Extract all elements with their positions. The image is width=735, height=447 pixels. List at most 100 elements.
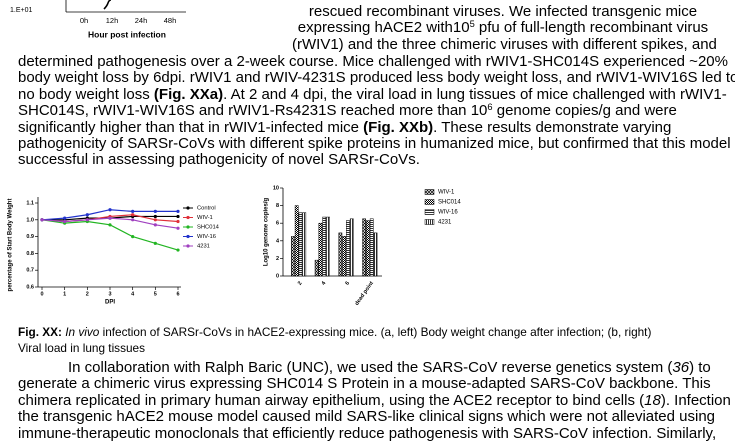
- text-run: 36: [672, 359, 690, 376]
- bar: [314, 259, 319, 277]
- data-point: [85, 213, 89, 217]
- text-run: expressing hACE2 with10: [297, 19, 470, 37]
- data-point: [131, 218, 135, 222]
- y-tick-label: 0.9: [26, 234, 34, 240]
- text-run: genome copies/g and were: [492, 102, 677, 120]
- data-point: [131, 235, 135, 239]
- legend-marker: [186, 206, 190, 210]
- text-run: ) to: [689, 359, 711, 376]
- legend-marker: [186, 234, 190, 239]
- bar: [298, 212, 303, 277]
- x-tick-label: 4: [321, 280, 328, 287]
- data-point: [131, 213, 135, 217]
- text-line: SHC014S, rWIV1-WIV16S and rWIV1-Rs4231S …: [18, 102, 735, 120]
- x-axis-label: DPI: [105, 300, 115, 306]
- legend-label: 4231: [197, 244, 210, 250]
- text-run: determined pathogenesis over a 2-week co…: [18, 53, 728, 70]
- y-axis-label: Log10 genome copies/g: [264, 197, 270, 266]
- text-run: ). Infection of: [660, 391, 735, 409]
- y-tick-label: 0: [276, 273, 279, 279]
- data-point: [176, 214, 180, 219]
- text-run: successful in assessing pathogenicity of…: [18, 151, 420, 169]
- x-tick-label: 4: [131, 291, 135, 297]
- text-line: (rWIV1) and the three chimeric viruses w…: [292, 35, 717, 53]
- bar: [302, 212, 307, 277]
- data-point: [40, 218, 44, 222]
- text-line: determined pathogenesis over a 2-week co…: [18, 54, 735, 69]
- x-tick-label: 2: [86, 291, 89, 297]
- text-run: (Fig. XXb): [363, 118, 434, 136]
- text-run: pfu of full-length recombinant virus: [474, 19, 709, 37]
- bar: [294, 205, 299, 277]
- data-point: [108, 216, 112, 220]
- bar: [342, 236, 347, 277]
- y-tick-label: 0.6: [26, 284, 34, 290]
- text-line: significantly higher than that in rWIV1-…: [18, 120, 735, 135]
- x-tick-label: 6: [176, 291, 179, 297]
- y-tick-label: 1.0: [26, 217, 34, 223]
- text-run: 18: [644, 391, 661, 409]
- text-run: . These results demonstrate varying: [433, 118, 672, 136]
- text-run: chimera replicated in primary human airw…: [18, 391, 645, 409]
- data-point: [176, 219, 180, 224]
- x-tick-label: 24h: [135, 16, 148, 25]
- data-point: [85, 218, 89, 222]
- legend-label: WIV-16: [438, 210, 458, 216]
- legend-label: WIV-1: [438, 190, 455, 196]
- bar: [338, 232, 343, 277]
- x-tick-label: 1: [63, 291, 66, 297]
- text-run: pathogenicity of SARSr-CoVs with differe…: [18, 135, 735, 152]
- y-tick-label: 10: [273, 185, 279, 191]
- text-line: successful in assessing pathogenicity of…: [18, 152, 735, 167]
- text-run: (rWIV1) and the three chimeric viruses w…: [292, 35, 717, 53]
- y-tick-label: 8: [276, 203, 279, 209]
- legend-label: 4231: [438, 220, 452, 226]
- figure-a: 0.6 0.7 0.8 0.9 1.0 1.1 0 1 2 3 4 5 6 DPI percentage o…: [8, 197, 220, 306]
- x-tick-label: 0h: [80, 16, 88, 25]
- text-run: generate a chimeric virus expressing SHC…: [18, 375, 711, 393]
- top-figure-fragment: 1.E+01 0h 12h 24h 48h Hour post infectio…: [10, 0, 186, 39]
- text-line: Viral load in lung tissues: [18, 341, 735, 355]
- y-tick-label: 1.E+01: [10, 7, 32, 14]
- y-tick-label: 2: [276, 256, 279, 262]
- data-point: [176, 248, 180, 252]
- data-point: [108, 208, 112, 212]
- data-point: [153, 214, 157, 219]
- legend-marker: [186, 225, 190, 229]
- text-run: (Fig. XXa): [153, 85, 224, 103]
- text-run: no body weight loss: [18, 85, 154, 103]
- bar: [318, 222, 323, 277]
- text-line: immune-therapeutic monoclonals that effi…: [18, 426, 735, 441]
- bar: [349, 218, 354, 277]
- bar: [366, 220, 370, 277]
- legend-marker: [186, 215, 190, 220]
- x-tick-label: 6: [345, 281, 352, 287]
- data-point: [176, 226, 180, 230]
- data-point: [131, 209, 135, 213]
- data-point: [63, 216, 67, 220]
- data-point: [153, 209, 157, 213]
- legend-label: SHC014: [197, 225, 220, 231]
- curve-fragment: [103, 0, 112, 10]
- text-line: rescued recombinant viruses. We infected…: [292, 4, 714, 19]
- bar: [369, 218, 374, 277]
- bar: [322, 216, 327, 277]
- bar: [346, 220, 350, 277]
- text-line: the transgenic hACE2 mouse model caused …: [18, 409, 735, 424]
- text-run: . At 2 and 4 dpi, the viral load in lung…: [223, 85, 727, 103]
- y-tick-label: 6: [276, 221, 279, 227]
- x-tick-label: 3: [108, 291, 111, 297]
- data-point: [153, 218, 157, 222]
- data-point: [153, 223, 157, 227]
- x-tick-label: 12h: [106, 16, 119, 25]
- text-run: 6: [487, 102, 493, 113]
- x-tick-label: 2: [297, 281, 304, 287]
- y-tick-label: 0.7: [26, 268, 34, 274]
- text-run: Fig. XX:: [18, 325, 66, 339]
- text-run: Viral load in lung tissues: [18, 341, 146, 355]
- legend-swatch: [424, 199, 435, 205]
- data-point: [153, 241, 157, 245]
- y-tick-label: 1.1: [26, 200, 34, 206]
